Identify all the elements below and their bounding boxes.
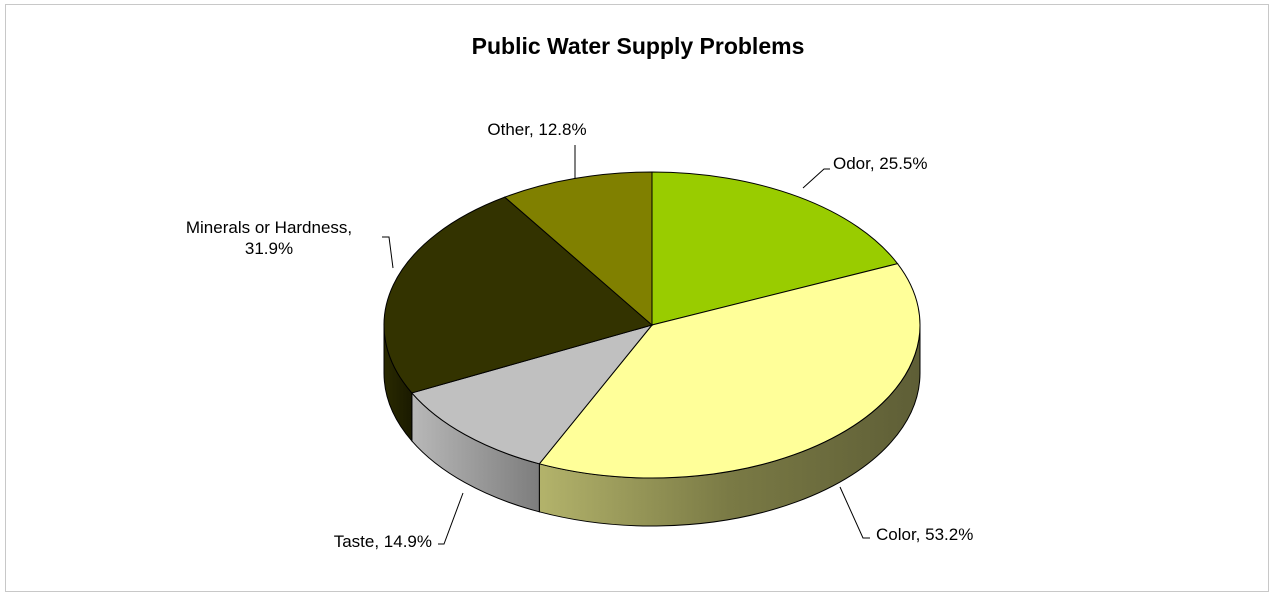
data-label-minerals-or-hardness: Minerals or Hardness, 31.9%	[186, 218, 352, 258]
leader-line-color	[839, 486, 870, 539]
data-label-color: Color, 53.2%	[876, 525, 973, 544]
leader-line-odor	[802, 168, 830, 189]
pie-slice-minerals-or-hardness	[383, 196, 654, 394]
pie-slice-color	[538, 263, 921, 479]
chart-area: Public Water Supply Problems Odor, 25.5%…	[5, 4, 1269, 592]
leader-line-taste	[438, 492, 464, 545]
data-label-other: Other, 12.8%	[487, 120, 586, 139]
pie-slice-taste	[410, 324, 654, 465]
pie-chart: Odor, 25.5% Color, 53.2% Taste, 14.9% Miner…	[186, 120, 973, 551]
data-label-odor: Odor, 25.5%	[833, 154, 928, 173]
leader-line-minerals-or-hardness	[382, 236, 394, 269]
data-label-taste: Taste, 14.9%	[334, 532, 432, 551]
chart-title: Public Water Supply Problems	[471, 33, 805, 59]
pie-slice-odor	[651, 171, 899, 326]
pie-slice-other	[503, 171, 653, 327]
